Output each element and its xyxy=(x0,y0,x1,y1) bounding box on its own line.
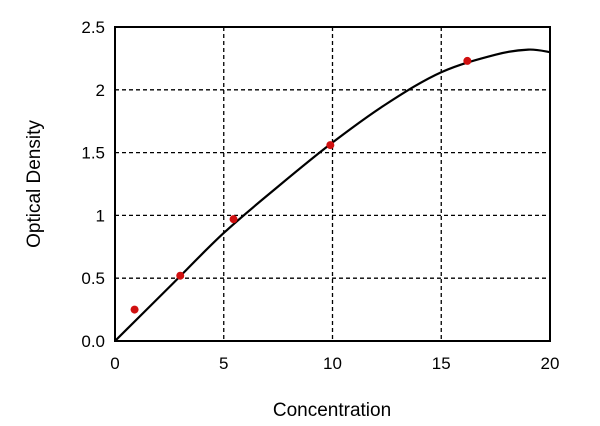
x-tick-label: 20 xyxy=(541,354,560,373)
x-tick-label: 10 xyxy=(323,354,342,373)
y-tick-label: 1 xyxy=(96,206,105,225)
y-tick-label: 0.0 xyxy=(81,332,105,351)
data-point xyxy=(229,215,238,224)
y-axis-label: Optical Density xyxy=(24,120,45,248)
data-point xyxy=(326,141,335,150)
plot-frame xyxy=(114,26,551,342)
y-tick-labels: 0.0 0.5 1 1.5 2 2.5 xyxy=(81,18,105,351)
x-axis-label: Concentration xyxy=(273,400,391,421)
y-tick-label: 2.5 xyxy=(81,18,105,37)
y-tick-label: 1.5 xyxy=(81,144,105,163)
data-point xyxy=(463,56,472,65)
x-tick-labels: 0 5 10 15 20 xyxy=(110,354,559,373)
data-point xyxy=(130,305,139,314)
gridlines xyxy=(115,27,550,341)
y-tick-label: 2 xyxy=(96,81,105,100)
x-tick-label: 5 xyxy=(219,354,228,373)
fitted-curve xyxy=(114,48,551,342)
x-tick-label: 15 xyxy=(432,354,451,373)
data-points xyxy=(130,56,472,314)
y-tick-label: 0.5 xyxy=(81,269,105,288)
data-point xyxy=(176,271,185,280)
x-tick-label: 0 xyxy=(110,354,119,373)
